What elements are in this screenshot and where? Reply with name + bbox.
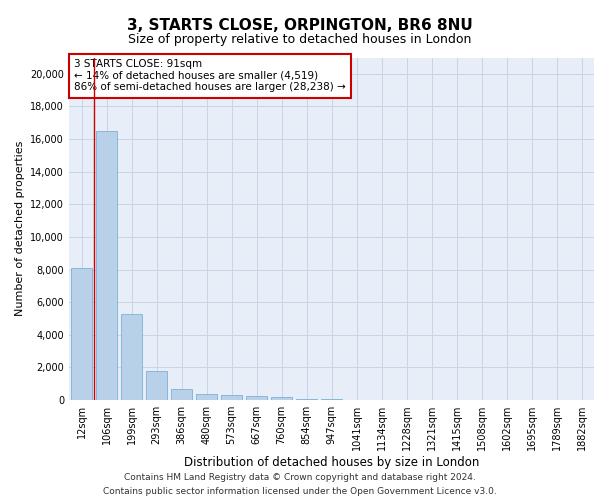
X-axis label: Distribution of detached houses by size in London: Distribution of detached houses by size … bbox=[184, 456, 479, 469]
Text: Size of property relative to detached houses in London: Size of property relative to detached ho… bbox=[128, 32, 472, 46]
Bar bbox=[221, 396, 242, 400]
Bar bbox=[171, 390, 192, 400]
Bar bbox=[271, 397, 292, 400]
Bar bbox=[71, 268, 92, 400]
Text: 3, STARTS CLOSE, ORPINGTON, BR6 8NU: 3, STARTS CLOSE, ORPINGTON, BR6 8NU bbox=[127, 18, 473, 32]
Text: 3 STARTS CLOSE: 91sqm
← 14% of detached houses are smaller (4,519)
86% of semi-d: 3 STARTS CLOSE: 91sqm ← 14% of detached … bbox=[74, 59, 346, 92]
Bar bbox=[96, 131, 117, 400]
Bar bbox=[146, 370, 167, 400]
Bar bbox=[321, 399, 342, 400]
Y-axis label: Number of detached properties: Number of detached properties bbox=[15, 141, 25, 316]
Text: Contains HM Land Registry data © Crown copyright and database right 2024.: Contains HM Land Registry data © Crown c… bbox=[124, 472, 476, 482]
Bar bbox=[296, 398, 317, 400]
Text: Contains public sector information licensed under the Open Government Licence v3: Contains public sector information licen… bbox=[103, 488, 497, 496]
Bar bbox=[121, 314, 142, 400]
Bar bbox=[246, 396, 267, 400]
Bar bbox=[196, 394, 217, 400]
